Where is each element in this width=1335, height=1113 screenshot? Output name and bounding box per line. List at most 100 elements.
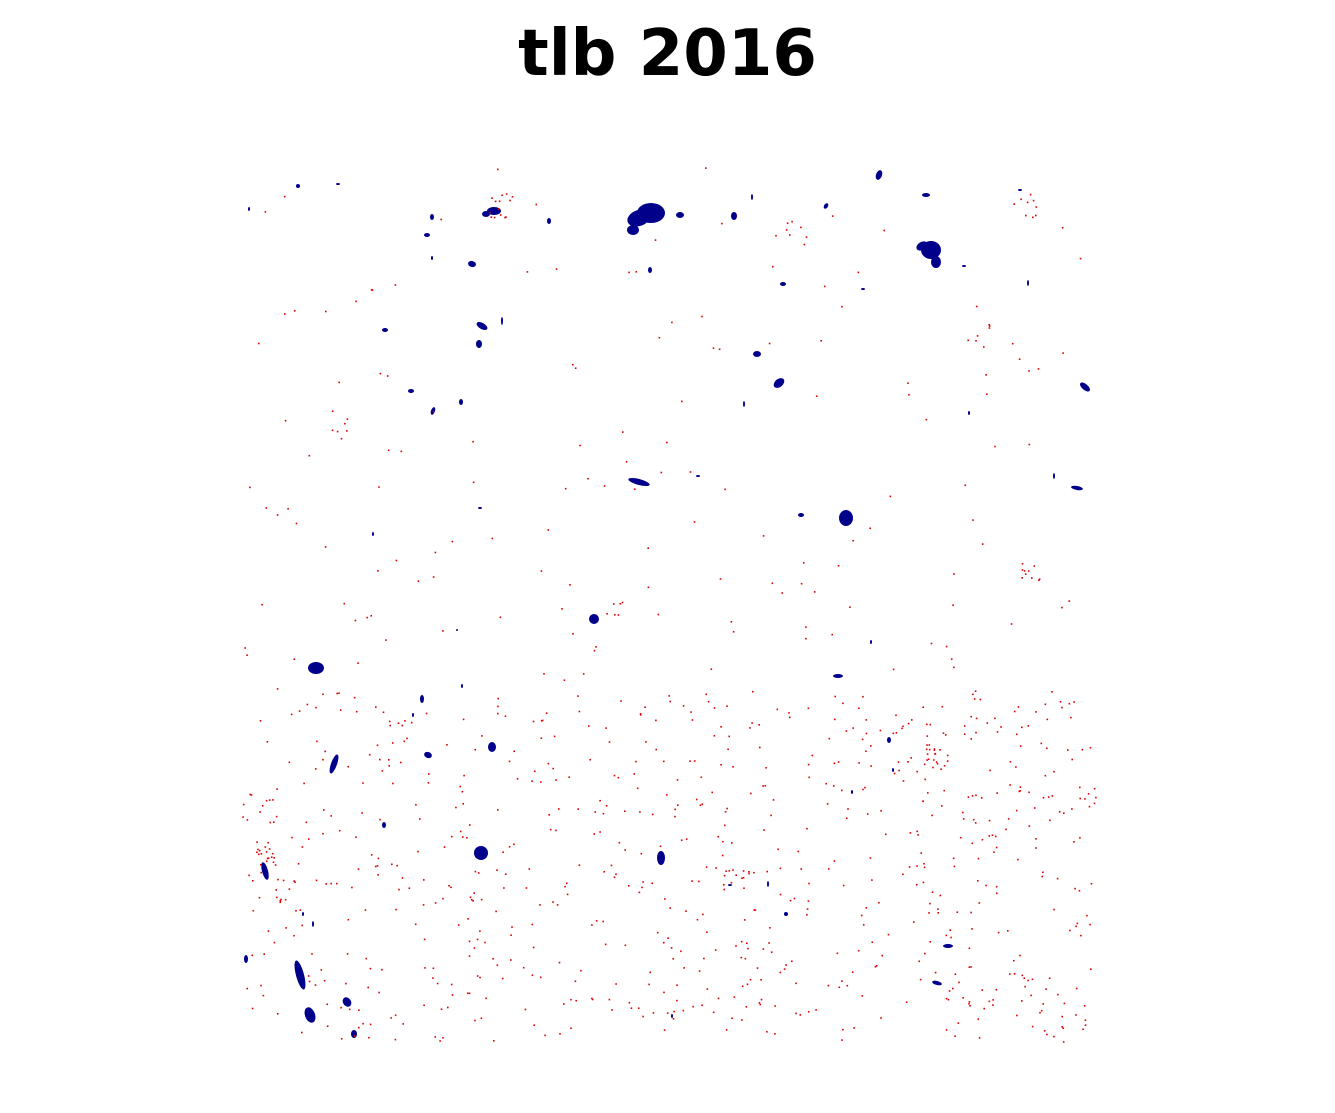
change-pixel bbox=[926, 759, 928, 761]
change-pixel bbox=[1005, 828, 1007, 831]
change-pixel bbox=[340, 1038, 343, 1040]
water-body bbox=[382, 822, 386, 828]
change-pixel bbox=[555, 268, 558, 270]
change-pixel bbox=[440, 1008, 443, 1010]
change-pixel bbox=[1044, 774, 1047, 777]
change-pixel bbox=[658, 336, 661, 339]
change-pixel bbox=[935, 761, 938, 763]
change-pixel bbox=[347, 765, 349, 768]
change-pixel bbox=[580, 969, 582, 972]
change-pixel bbox=[805, 637, 807, 640]
change-pixel bbox=[714, 949, 717, 951]
change-pixel bbox=[259, 811, 261, 813]
change-pixel bbox=[440, 218, 442, 221]
change-pixel bbox=[669, 700, 671, 703]
change-pixel bbox=[1057, 993, 1059, 996]
water-body bbox=[342, 997, 352, 1007]
change-pixel bbox=[591, 997, 593, 1000]
change-pixel bbox=[264, 211, 267, 213]
change-pixel bbox=[862, 924, 865, 926]
change-pixel bbox=[1000, 726, 1002, 728]
change-pixel bbox=[462, 836, 464, 838]
water-body bbox=[628, 477, 650, 487]
change-pixel bbox=[258, 342, 260, 345]
change-pixel bbox=[995, 846, 998, 849]
change-pixel bbox=[624, 810, 626, 812]
change-pixel bbox=[572, 633, 574, 635]
change-pixel bbox=[1013, 959, 1015, 962]
change-pixel bbox=[939, 749, 941, 751]
change-pixel bbox=[582, 673, 585, 675]
change-pixel bbox=[340, 437, 343, 440]
change-pixel bbox=[436, 982, 439, 985]
change-pixel bbox=[943, 765, 946, 767]
change-pixel bbox=[555, 829, 557, 832]
change-pixel bbox=[963, 725, 966, 727]
change-pixel bbox=[266, 857, 269, 860]
change-pixel bbox=[497, 697, 499, 700]
change-pixel bbox=[1011, 342, 1014, 345]
change-pixel bbox=[762, 535, 765, 537]
change-pixel bbox=[635, 760, 637, 763]
change-pixel bbox=[388, 720, 391, 723]
change-pixel bbox=[251, 1007, 254, 1010]
water-body bbox=[304, 1007, 316, 1023]
change-pixel bbox=[766, 1031, 768, 1033]
change-pixel bbox=[664, 898, 666, 900]
change-pixel bbox=[242, 803, 245, 806]
change-pixel bbox=[934, 971, 937, 974]
change-pixel bbox=[434, 1036, 436, 1038]
change-pixel bbox=[963, 733, 966, 735]
change-pixel bbox=[807, 763, 810, 766]
change-pixel bbox=[645, 741, 647, 743]
change-pixel bbox=[641, 886, 643, 889]
change-pixel bbox=[635, 271, 638, 273]
water-body bbox=[372, 532, 374, 536]
change-pixel bbox=[789, 716, 791, 719]
change-pixel bbox=[749, 978, 752, 981]
change-pixel bbox=[723, 888, 725, 891]
change-pixel bbox=[446, 744, 448, 746]
change-pixel bbox=[1051, 795, 1054, 797]
change-pixel bbox=[338, 829, 341, 832]
change-pixel bbox=[307, 975, 310, 977]
change-pixel bbox=[469, 896, 472, 899]
water-body bbox=[751, 194, 753, 200]
change-pixel bbox=[769, 927, 771, 929]
change-pixel bbox=[403, 740, 406, 743]
water-body bbox=[823, 203, 829, 209]
change-pixel bbox=[1033, 807, 1036, 809]
change-pixel bbox=[962, 997, 964, 999]
water-body bbox=[244, 955, 248, 963]
change-pixel bbox=[981, 989, 983, 991]
change-pixel bbox=[577, 695, 579, 697]
change-pixel bbox=[1090, 968, 1092, 970]
change-pixel bbox=[970, 966, 972, 968]
change-pixel bbox=[820, 340, 822, 342]
change-pixel bbox=[561, 608, 563, 610]
change-pixel bbox=[800, 582, 803, 585]
change-pixel bbox=[701, 315, 703, 318]
change-pixel bbox=[348, 1008, 351, 1011]
change-pixel bbox=[395, 908, 397, 911]
change-pixel bbox=[1021, 1000, 1023, 1002]
change-pixel bbox=[1090, 882, 1093, 885]
change-pixel bbox=[929, 723, 932, 726]
change-pixel bbox=[730, 881, 733, 884]
water-body bbox=[1053, 473, 1055, 479]
change-pixel bbox=[926, 744, 928, 746]
change-pixel bbox=[949, 929, 951, 931]
change-pixel bbox=[937, 908, 939, 910]
water-body bbox=[773, 378, 785, 388]
change-pixel bbox=[1030, 994, 1032, 997]
change-pixel bbox=[362, 1022, 364, 1025]
change-pixel bbox=[376, 865, 379, 867]
change-pixel bbox=[414, 923, 417, 926]
change-pixel bbox=[593, 649, 596, 652]
change-pixel bbox=[841, 1039, 843, 1041]
change-pixel bbox=[552, 767, 554, 770]
change-pixel bbox=[1031, 577, 1033, 579]
change-pixel bbox=[397, 722, 400, 724]
change-pixel bbox=[1015, 733, 1018, 736]
water-body bbox=[1080, 382, 1090, 392]
